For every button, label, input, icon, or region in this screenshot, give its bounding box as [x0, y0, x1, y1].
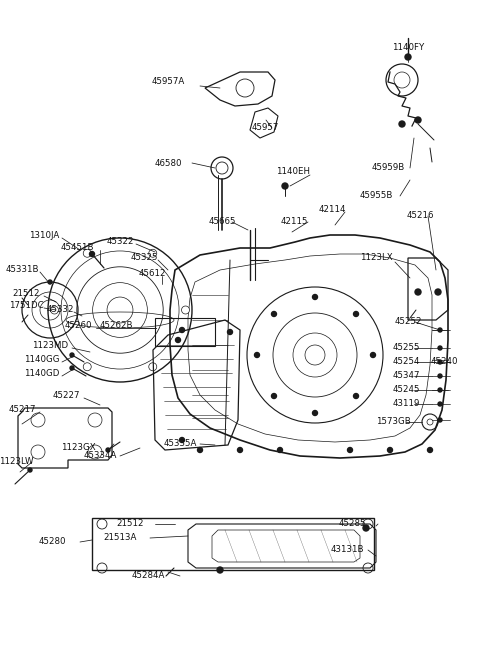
Circle shape: [348, 447, 352, 453]
Circle shape: [438, 402, 442, 406]
Text: 46580: 46580: [154, 159, 182, 168]
Text: 45322: 45322: [106, 238, 134, 246]
Text: 45227: 45227: [52, 392, 80, 400]
Text: 42115: 42115: [280, 217, 308, 227]
Circle shape: [238, 447, 242, 453]
Text: 45957A: 45957A: [151, 77, 185, 86]
Text: 43119: 43119: [392, 400, 420, 409]
Circle shape: [277, 447, 283, 453]
Text: 45245: 45245: [392, 386, 420, 394]
Text: 45252: 45252: [394, 318, 422, 326]
Text: 45955B: 45955B: [360, 191, 393, 200]
Text: 1140GD: 1140GD: [24, 369, 60, 379]
Circle shape: [312, 295, 317, 299]
Circle shape: [180, 438, 184, 443]
Text: 1123LX: 1123LX: [360, 253, 392, 263]
Text: 45451B: 45451B: [60, 244, 94, 252]
Circle shape: [363, 525, 369, 531]
Text: 45335A: 45335A: [163, 440, 197, 449]
Circle shape: [48, 280, 52, 284]
Circle shape: [387, 447, 393, 453]
Circle shape: [217, 567, 223, 573]
Text: 1123MD: 1123MD: [32, 341, 68, 350]
Text: 1140GG: 1140GG: [24, 356, 60, 364]
Circle shape: [438, 374, 442, 378]
Text: 45332: 45332: [46, 305, 74, 314]
Text: 45285: 45285: [338, 519, 366, 529]
Text: 45260: 45260: [64, 322, 92, 331]
Circle shape: [371, 352, 375, 358]
Text: 45334A: 45334A: [84, 451, 117, 460]
Text: 45959B: 45959B: [372, 164, 405, 172]
Circle shape: [435, 289, 441, 295]
Text: 45216: 45216: [406, 212, 434, 221]
Circle shape: [149, 250, 157, 257]
Circle shape: [70, 366, 74, 370]
Circle shape: [415, 289, 421, 295]
Text: 42114: 42114: [318, 206, 346, 214]
Circle shape: [353, 394, 359, 398]
Text: 45957: 45957: [252, 124, 279, 132]
Circle shape: [28, 468, 32, 472]
Text: 45217: 45217: [8, 405, 36, 415]
Circle shape: [83, 363, 91, 371]
Circle shape: [228, 329, 232, 335]
Circle shape: [149, 363, 157, 371]
Text: 45254: 45254: [392, 358, 420, 367]
Text: 1140FY: 1140FY: [392, 43, 424, 52]
Circle shape: [176, 337, 180, 343]
Circle shape: [272, 394, 276, 398]
Bar: [155, 318, 215, 346]
Text: 21512: 21512: [116, 519, 144, 529]
Circle shape: [438, 346, 442, 350]
Circle shape: [70, 353, 74, 357]
Circle shape: [181, 306, 190, 314]
Text: 45255: 45255: [392, 343, 420, 352]
Text: 45284A: 45284A: [132, 572, 165, 580]
Circle shape: [438, 328, 442, 332]
Circle shape: [197, 447, 203, 453]
Circle shape: [83, 250, 91, 257]
Text: 43131B: 43131B: [330, 546, 364, 555]
Text: 1310JA: 1310JA: [29, 231, 59, 240]
Circle shape: [399, 121, 405, 127]
Text: 21512: 21512: [12, 290, 40, 299]
Text: 45331B: 45331B: [5, 265, 39, 274]
Circle shape: [405, 54, 411, 60]
Text: 1573GB: 1573GB: [376, 417, 410, 426]
Circle shape: [254, 352, 260, 358]
Circle shape: [282, 183, 288, 189]
Bar: [92, 518, 374, 570]
Text: 45612: 45612: [138, 269, 166, 278]
Circle shape: [438, 360, 442, 364]
Text: 45347: 45347: [392, 371, 420, 381]
Text: 1751DC: 1751DC: [9, 301, 43, 310]
Circle shape: [353, 312, 359, 316]
Text: 45240: 45240: [430, 358, 458, 367]
Text: 45665: 45665: [208, 217, 236, 227]
Circle shape: [428, 447, 432, 453]
Text: 1123GX: 1123GX: [60, 443, 96, 453]
Circle shape: [438, 388, 442, 392]
Circle shape: [438, 418, 442, 422]
Circle shape: [106, 448, 110, 452]
Circle shape: [180, 328, 184, 333]
Circle shape: [89, 252, 95, 257]
Circle shape: [312, 411, 317, 415]
Circle shape: [415, 117, 421, 123]
Text: 45280: 45280: [38, 538, 66, 546]
Circle shape: [272, 312, 276, 316]
Text: 45262B: 45262B: [99, 322, 133, 331]
Text: 45325: 45325: [130, 253, 158, 263]
Text: 21513A: 21513A: [103, 534, 137, 542]
Text: 1140EH: 1140EH: [276, 168, 310, 176]
Text: 1123LW: 1123LW: [0, 457, 33, 466]
Circle shape: [50, 306, 59, 314]
